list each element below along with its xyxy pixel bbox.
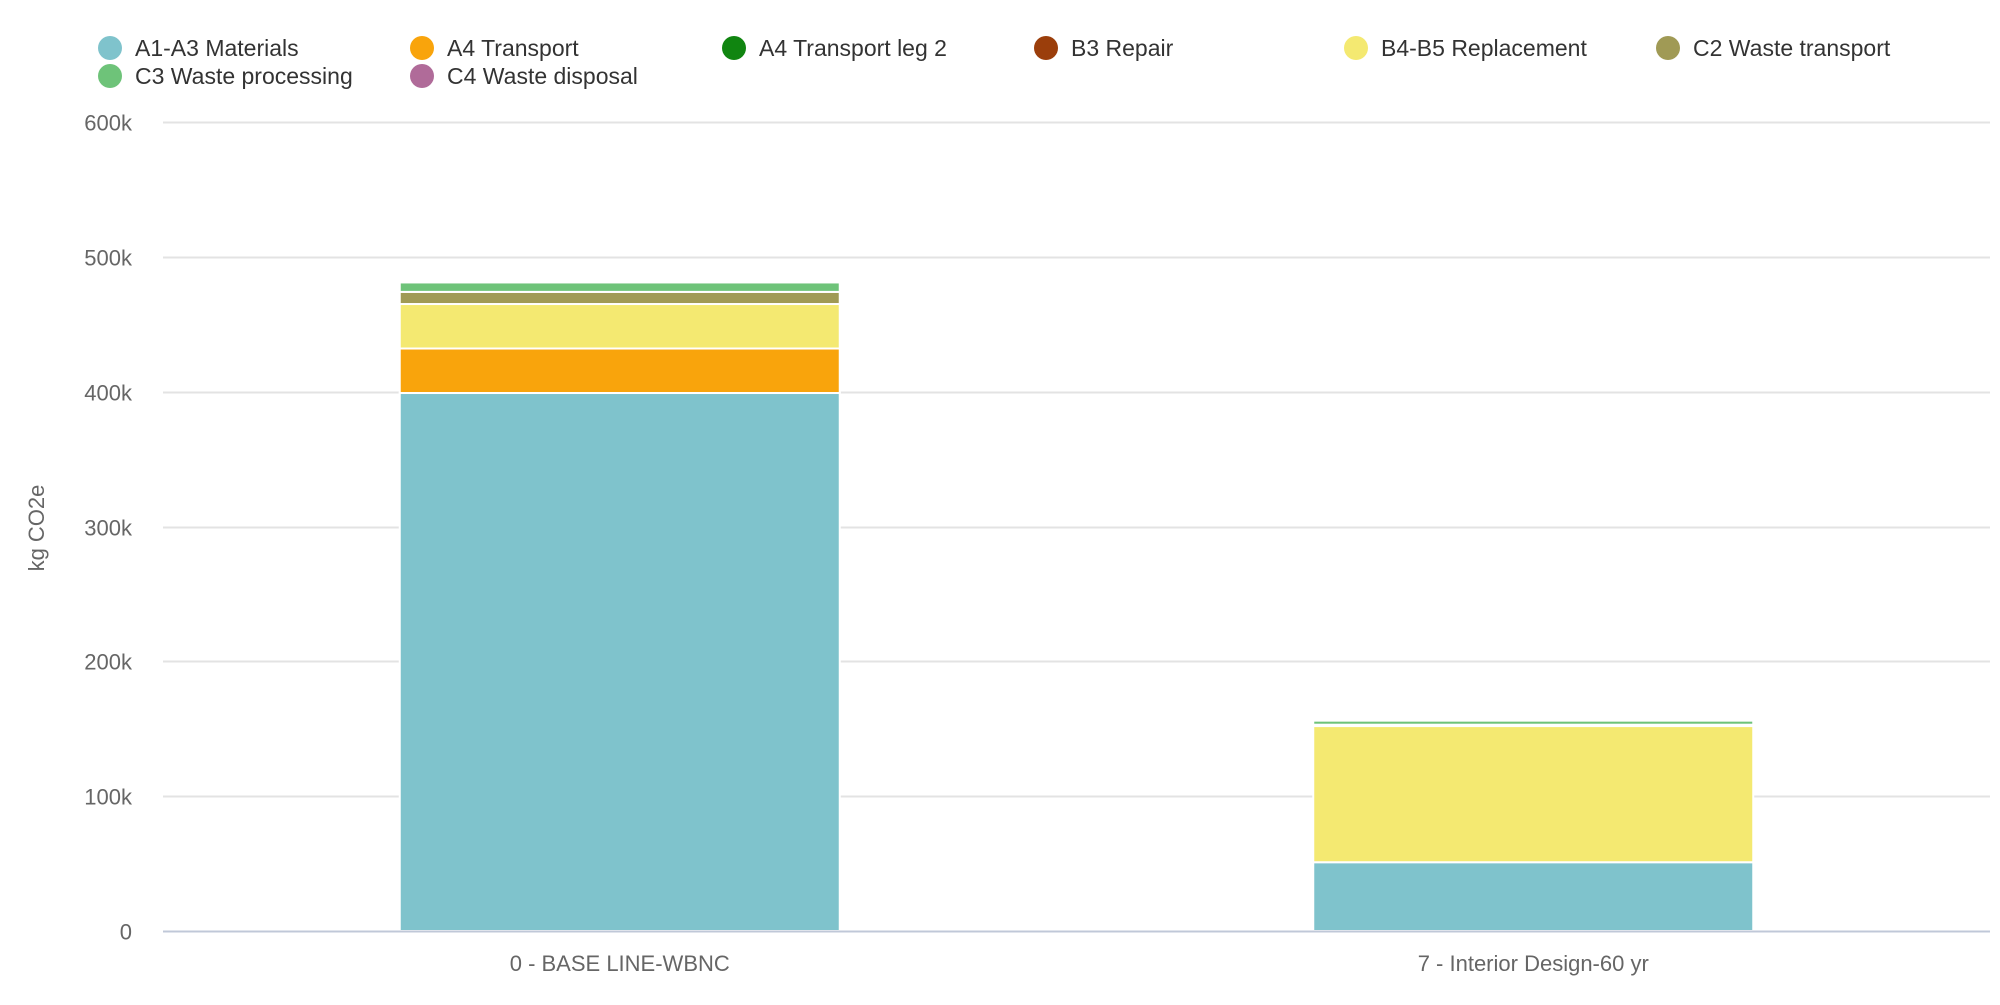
bar-segment-c3-waste-processing[interactable]: [1312, 719, 1755, 726]
bar-segment-b4-b5-replacement[interactable]: [1312, 725, 1755, 864]
bar-segment-a1-a3-materials[interactable]: [1312, 861, 1755, 932]
bar-segment-c2-waste-transport[interactable]: [398, 290, 841, 306]
y-tick-label: 100k: [84, 785, 133, 810]
bar-segment-a4-transport[interactable]: [398, 347, 841, 395]
legend-item-b3-repair[interactable]: B3 Repair: [1034, 35, 1174, 61]
bars: [398, 281, 1755, 932]
y-axis-ticks: 0 100k 200k 300k 400k 500k 600k: [84, 111, 133, 945]
legend-label: B4-B5 Replacement: [1381, 35, 1587, 61]
legend-item-b4-b5-replacement[interactable]: B4-B5 Replacement: [1344, 35, 1587, 61]
legend-label: A4 Transport: [447, 35, 579, 61]
x-tick-label: 7 - Interior Design-60 yr: [1418, 951, 1649, 976]
y-tick-label: 600k: [84, 111, 133, 136]
legend-marker: [1656, 36, 1680, 60]
y-axis-label: kg CO2e: [24, 485, 49, 572]
legend-marker: [410, 36, 434, 60]
legend-item-c3-waste-processing[interactable]: C3 Waste processing: [98, 63, 353, 89]
x-axis-ticks: 0 - BASE LINE-WBNC 7 - Interior Design-60…: [510, 951, 1649, 976]
legend-label: A1-A3 Materials: [135, 35, 299, 61]
y-tick-label: 200k: [84, 650, 133, 675]
bar-segment-c3-waste-processing[interactable]: [398, 281, 841, 293]
y-tick-label: 300k: [84, 516, 133, 541]
legend-item-a4-transport-leg-2[interactable]: A4 Transport leg 2: [722, 35, 947, 61]
bar-segment-b4-b5-replacement[interactable]: [398, 303, 841, 350]
legend-item-c2-waste-transport[interactable]: C2 Waste transport: [1656, 35, 1891, 61]
y-tick-label: 400k: [84, 381, 133, 406]
legend-item-a1-a3-materials[interactable]: A1-A3 Materials: [98, 35, 299, 61]
y-tick-label: 0: [120, 920, 132, 945]
legend-marker: [98, 64, 122, 88]
legend-marker: [1034, 36, 1058, 60]
legend-marker: [98, 36, 122, 60]
legend-label: C3 Waste processing: [135, 63, 353, 89]
legend-label: C2 Waste transport: [1693, 35, 1891, 61]
legend-marker: [1344, 36, 1368, 60]
legend-item-c4-waste-disposal[interactable]: C4 Waste disposal: [410, 63, 638, 89]
legend-label: C4 Waste disposal: [447, 63, 638, 89]
legend: A1-A3 Materials A4 Transport A4 Transport …: [98, 35, 1891, 89]
legend-label: A4 Transport leg 2: [759, 35, 947, 61]
x-tick-label: 0 - BASE LINE-WBNC: [510, 951, 730, 976]
bar-segment-a1-a3-materials[interactable]: [398, 392, 841, 932]
legend-label: B3 Repair: [1071, 35, 1174, 61]
legend-item-a4-transport[interactable]: A4 Transport: [410, 35, 579, 61]
legend-marker: [410, 64, 434, 88]
legend-marker: [722, 36, 746, 60]
y-tick-label: 500k: [84, 246, 133, 271]
